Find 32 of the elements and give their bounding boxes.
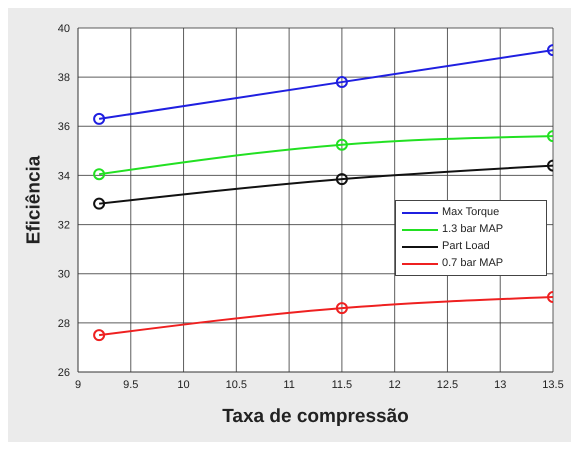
x-tick-label: 13.5 [542,378,564,391]
x-tick-label: 11 [283,378,295,391]
legend-label: Part Load [442,239,490,254]
y-tick-label: 40 [58,22,70,35]
y-tick-label: 34 [58,170,70,182]
x-tick-label: 10 [177,378,190,391]
legend-label: 0.7 bar MAP [442,256,504,271]
y-tick-label: 38 [58,72,70,84]
x-tick-label: 12.5 [436,378,458,391]
x-axis-title: Taxa de compressão [222,406,409,427]
point [336,302,348,314]
x-tick-label: 13 [494,378,506,391]
y-tick-label: 26 [58,366,70,379]
y-axis-title: Eficiência [24,155,45,244]
x-tick-label: 9.5 [123,378,138,391]
y-tick-label: 28 [58,318,70,330]
x-tick-label: 12 [388,378,401,391]
point [93,198,106,210]
x-tick-label: 11.5 [332,378,352,391]
x-tick-label: 9 [74,378,82,391]
legend-label: Max Torque [442,205,500,220]
x-tick-label: 10.5 [226,378,248,391]
legend-label: 1.3 bar MAP [442,222,504,237]
y-tick-label: 30 [58,268,70,281]
point [93,112,106,125]
y-tick-label: 32 [58,219,70,232]
point [336,173,348,186]
y-tick-label: 36 [58,121,70,134]
point [93,329,106,342]
point [93,168,106,180]
point [336,76,348,88]
point [336,138,348,151]
